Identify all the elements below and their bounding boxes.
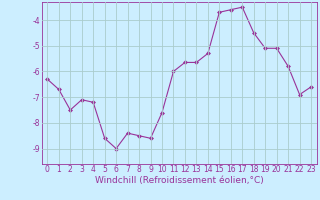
X-axis label: Windchill (Refroidissement éolien,°C): Windchill (Refroidissement éolien,°C) bbox=[95, 176, 264, 185]
